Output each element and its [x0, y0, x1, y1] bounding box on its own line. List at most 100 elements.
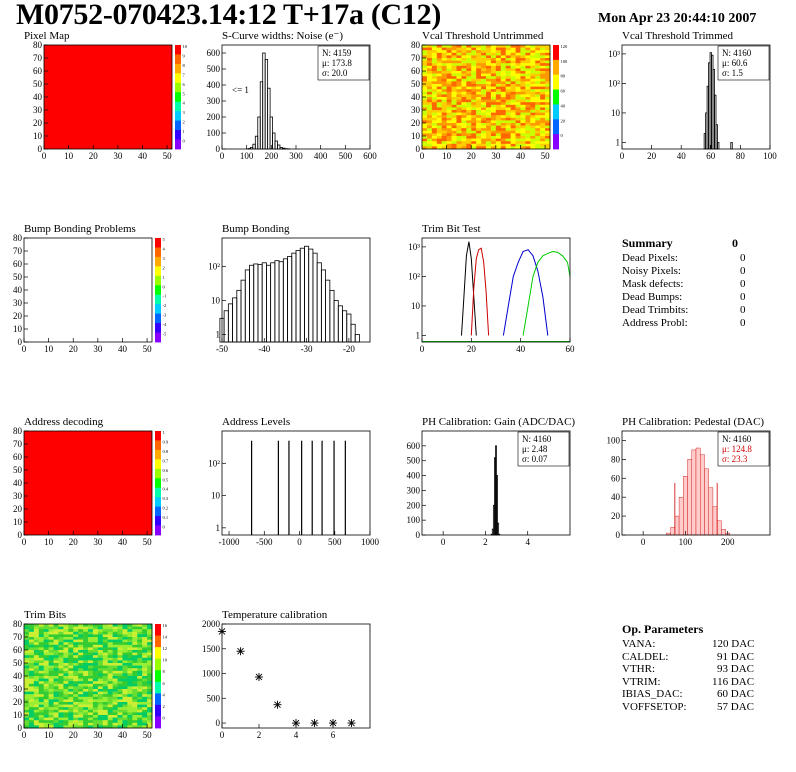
- heatmap-cell: [422, 104, 428, 108]
- y-tick-label: 20: [13, 504, 23, 514]
- heatmap-cell: [33, 691, 40, 695]
- heatmap-cell: [24, 686, 30, 690]
- heatmap-cell: [102, 691, 108, 695]
- palette-swatch: [155, 658, 161, 671]
- heatmap-cell: [58, 668, 64, 672]
- heatmap-cell: [132, 657, 138, 661]
- heatmap-cell: [431, 58, 438, 61]
- heatmap-cell: [97, 624, 104, 627]
- heatmap-cell: [83, 696, 89, 700]
- heatmap-cell: [92, 660, 99, 664]
- heatmap-cell: [92, 634, 99, 638]
- scatter-point: [273, 700, 282, 709]
- heatmap-cell: [471, 102, 477, 106]
- heatmap-cell: [122, 642, 128, 646]
- heatmap-cell: [127, 629, 133, 633]
- heatmap-cell: [137, 689, 143, 692]
- heatmap-cell: [540, 138, 546, 142]
- heatmap-cell: [535, 50, 541, 54]
- heatmap-cell: [88, 629, 94, 633]
- y-tick-label: 10: [611, 108, 621, 118]
- heatmap-cell: [466, 52, 472, 56]
- heatmap-cell: [446, 63, 452, 67]
- x-tick-label: 0: [641, 537, 646, 547]
- palette-swatch: [155, 716, 161, 729]
- bar-mark: [354, 334, 360, 343]
- heatmap-cell: [441, 71, 447, 74]
- heatmap-cell: [441, 55, 447, 59]
- heatmap-cell: [88, 634, 94, 638]
- heatmap-cell: [122, 644, 128, 648]
- heatmap-cell: [520, 52, 526, 56]
- heatmap-cell: [520, 133, 526, 137]
- heatmap-cell: [540, 97, 546, 100]
- heatmap-cell: [28, 655, 35, 659]
- heatmap-cell: [68, 637, 74, 640]
- heatmap-cell: [97, 647, 104, 651]
- heatmap-cell: [88, 707, 94, 711]
- heatmap-cell: [461, 50, 467, 54]
- heatmap-cell: [520, 71, 526, 74]
- palette-swatch: [175, 63, 181, 74]
- heatmap-cell: [471, 112, 477, 116]
- heatmap-cell: [112, 702, 118, 705]
- heatmap-cell: [97, 629, 104, 633]
- palette-label: 10: [183, 44, 188, 49]
- panel-ph-gain: PH Calibration: Gain (ADC/DAC) 0 2 4 0 100 20…: [407, 416, 592, 548]
- heatmap-cell: [92, 683, 99, 687]
- palette-swatch: [553, 89, 559, 105]
- heatmap-cell: [520, 65, 526, 69]
- y-tick-label: 30: [411, 105, 421, 115]
- y-tick-label: 60: [411, 66, 421, 76]
- heatmap-cell: [28, 670, 35, 674]
- heatmap-cell: [466, 45, 472, 48]
- heatmap-cell: [446, 143, 452, 147]
- heatmap-cell: [540, 89, 546, 93]
- heatmap-cell: [68, 647, 74, 651]
- heatmap-cell: [53, 722, 59, 726]
- heatmap-cell: [490, 112, 497, 116]
- heatmap-cell: [540, 52, 546, 56]
- bar-mark: [670, 527, 676, 536]
- y-tick-label: 60: [13, 645, 23, 655]
- heatmap-cell: [515, 89, 521, 93]
- heatmap-cell: [107, 624, 113, 627]
- heatmap-cell: [117, 694, 123, 698]
- heatmap-cell: [117, 715, 123, 718]
- heatmap-cell: [63, 631, 69, 635]
- heatmap-cell: [495, 110, 502, 113]
- heatmap-cell: [505, 71, 511, 74]
- heatmap-cell: [117, 691, 123, 695]
- heatmap-cell: [446, 52, 452, 56]
- heatmap-cell: [117, 686, 123, 690]
- heatmap-cell: [53, 631, 59, 635]
- heatmap-cell: [73, 650, 79, 653]
- heatmap-cell: [127, 670, 133, 674]
- heatmap-cell: [535, 112, 541, 116]
- heatmap-cell: [505, 99, 511, 103]
- heatmap-cell: [147, 676, 153, 679]
- heatmap-cell: [28, 720, 35, 724]
- heatmap-cell: [88, 660, 94, 664]
- heatmap-cell: [92, 644, 99, 648]
- heatmap-cell: [436, 68, 442, 72]
- y-tick-label: 500: [207, 64, 221, 74]
- heatmap-cell: [43, 689, 49, 692]
- heatmap-cell: [58, 720, 64, 724]
- heatmap-cell: [500, 81, 506, 85]
- heatmap-cell: [505, 68, 511, 72]
- heatmap-cell: [530, 55, 536, 59]
- heatmap-cell: [117, 722, 123, 726]
- heatmap-cell: [137, 722, 143, 726]
- heatmap-cell: [545, 71, 551, 74]
- heatmap-cell: [540, 117, 546, 121]
- heatmap-cell: [540, 81, 546, 85]
- heatmap-cell: [92, 709, 99, 713]
- heatmap-cell: [426, 107, 433, 111]
- heatmap-cell: [102, 681, 108, 685]
- heatmap-cell: [456, 130, 462, 134]
- x-tick-label: 2: [483, 537, 488, 547]
- heatmap-cell: [441, 89, 447, 93]
- y-tick-label: 50: [13, 658, 23, 668]
